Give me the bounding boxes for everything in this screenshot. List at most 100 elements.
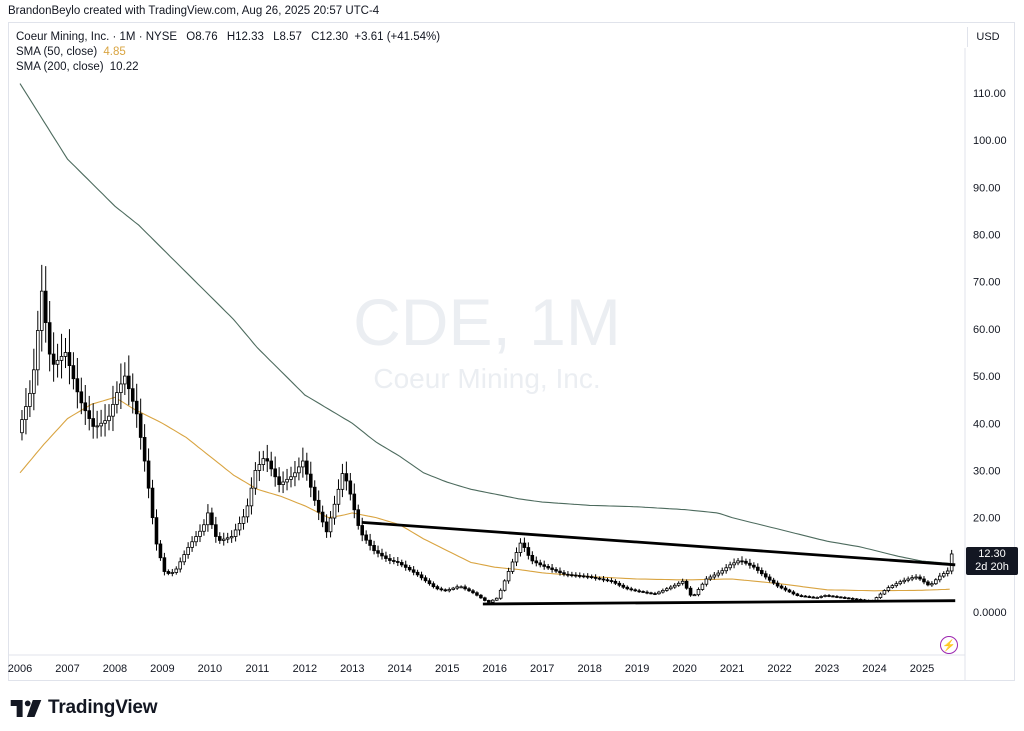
candle-down bbox=[427, 580, 432, 585]
candle-down bbox=[396, 561, 400, 563]
y-tick-label: 20.00 bbox=[973, 513, 1001, 525]
candle-up bbox=[451, 587, 455, 590]
x-tick-label: 2024 bbox=[862, 663, 886, 675]
candle-down bbox=[922, 578, 926, 583]
candle-down bbox=[775, 582, 780, 587]
candle-up bbox=[285, 478, 289, 483]
candle-up bbox=[99, 422, 103, 427]
tradingview-logo[interactable]: TradingView bbox=[10, 697, 158, 719]
candle-down bbox=[783, 587, 788, 591]
candle-down bbox=[265, 458, 270, 462]
x-tick-label: 2023 bbox=[815, 663, 839, 675]
legend-change: +3.61 (+41.54%) bbox=[354, 31, 441, 43]
candle-up bbox=[506, 571, 511, 582]
candle-down bbox=[633, 589, 637, 592]
candle-down bbox=[43, 290, 48, 324]
candle-down bbox=[130, 388, 135, 402]
candle-down bbox=[526, 547, 531, 556]
legend-high: 12.33 bbox=[235, 31, 264, 43]
candle-up bbox=[119, 383, 123, 394]
candle-up bbox=[28, 392, 32, 407]
candle-down bbox=[87, 410, 92, 419]
legend-sma200-row[interactable]: SMA (200, close) 10.22 bbox=[16, 60, 440, 75]
candle-down bbox=[740, 560, 744, 563]
candle-up bbox=[712, 574, 717, 578]
candle-down bbox=[392, 560, 396, 562]
candle-down bbox=[83, 402, 88, 412]
candle-down bbox=[791, 591, 796, 595]
candle-up bbox=[949, 553, 954, 572]
candle-up bbox=[447, 589, 452, 592]
candle-up bbox=[692, 594, 697, 597]
candle-down bbox=[487, 600, 491, 603]
x-tick-label: 2014 bbox=[388, 663, 412, 675]
attribution-text: BrandonBeylo created with TradingView.co… bbox=[8, 5, 380, 17]
candle-down bbox=[47, 322, 52, 355]
y-tick-label: 90.00 bbox=[973, 182, 1001, 194]
candle-up bbox=[459, 586, 463, 589]
candle-down bbox=[142, 437, 147, 462]
legend-low-label: L bbox=[273, 31, 280, 43]
candle-up bbox=[32, 369, 36, 394]
candle-up bbox=[182, 554, 186, 563]
candle-down bbox=[273, 468, 277, 478]
candle-down bbox=[835, 596, 839, 598]
candle-down bbox=[839, 596, 843, 599]
legend-open-label: O bbox=[186, 31, 196, 43]
candle-down bbox=[146, 460, 151, 489]
x-tick-label: 2011 bbox=[246, 663, 270, 675]
candle-up bbox=[225, 537, 230, 540]
candle-up bbox=[720, 570, 724, 574]
candle-up bbox=[930, 583, 934, 586]
candle-down bbox=[348, 480, 353, 495]
y-tick-label: 110.00 bbox=[973, 88, 1006, 100]
candle-up bbox=[170, 572, 175, 574]
candle-up bbox=[198, 530, 202, 537]
currency-selector[interactable]: USD bbox=[967, 27, 1008, 47]
candle-up bbox=[704, 578, 709, 585]
watermark-ticker: CDE, 1M bbox=[353, 285, 621, 359]
legend-sma50-row[interactable]: SMA (50, close) 4.85 bbox=[16, 45, 440, 60]
candle-down bbox=[688, 587, 693, 596]
candle-down bbox=[407, 566, 412, 571]
candle-down bbox=[364, 534, 368, 541]
sma50-line bbox=[19, 396, 950, 592]
candle-down bbox=[605, 579, 610, 582]
candle-down bbox=[847, 597, 851, 600]
x-tick-label: 2018 bbox=[577, 663, 601, 675]
candle-up bbox=[941, 573, 946, 577]
candle-up bbox=[878, 593, 883, 599]
y-tick-label: 50.00 bbox=[973, 371, 1001, 383]
candle-up bbox=[340, 473, 345, 490]
candle-down bbox=[277, 476, 281, 486]
legend-symbol: Coeur Mining, Inc. · 1M · NYSE bbox=[16, 31, 178, 43]
candle-up bbox=[328, 517, 333, 533]
candle-down bbox=[308, 473, 313, 488]
candle-down bbox=[645, 591, 649, 594]
candle-down bbox=[807, 596, 812, 598]
candle-down bbox=[419, 574, 424, 579]
candle-up bbox=[736, 560, 740, 564]
candle-down bbox=[574, 574, 578, 577]
lightning-icon[interactable]: ⚡ bbox=[940, 636, 958, 654]
x-tick-label: 2020 bbox=[672, 663, 696, 675]
legend-low: 8.57 bbox=[279, 31, 302, 43]
candle-up bbox=[261, 458, 266, 465]
candle-down bbox=[566, 573, 570, 576]
candle-up bbox=[123, 375, 127, 385]
legend-sma50-label: SMA (50, close) bbox=[16, 46, 98, 58]
candle-up bbox=[502, 580, 507, 591]
candle-up bbox=[59, 356, 64, 361]
candle-down bbox=[562, 572, 566, 575]
candle-up bbox=[882, 590, 887, 595]
candle-down bbox=[550, 567, 554, 570]
x-tick-label: 2010 bbox=[198, 663, 222, 675]
candle-down bbox=[684, 580, 689, 589]
candle-down bbox=[581, 575, 586, 578]
candle-down bbox=[127, 375, 131, 390]
bar-countdown: 2d 20h bbox=[975, 561, 1009, 573]
watermark-name: Coeur Mining, Inc. bbox=[373, 363, 600, 394]
x-tick-label: 2022 bbox=[767, 663, 791, 675]
candle-up bbox=[680, 580, 685, 584]
